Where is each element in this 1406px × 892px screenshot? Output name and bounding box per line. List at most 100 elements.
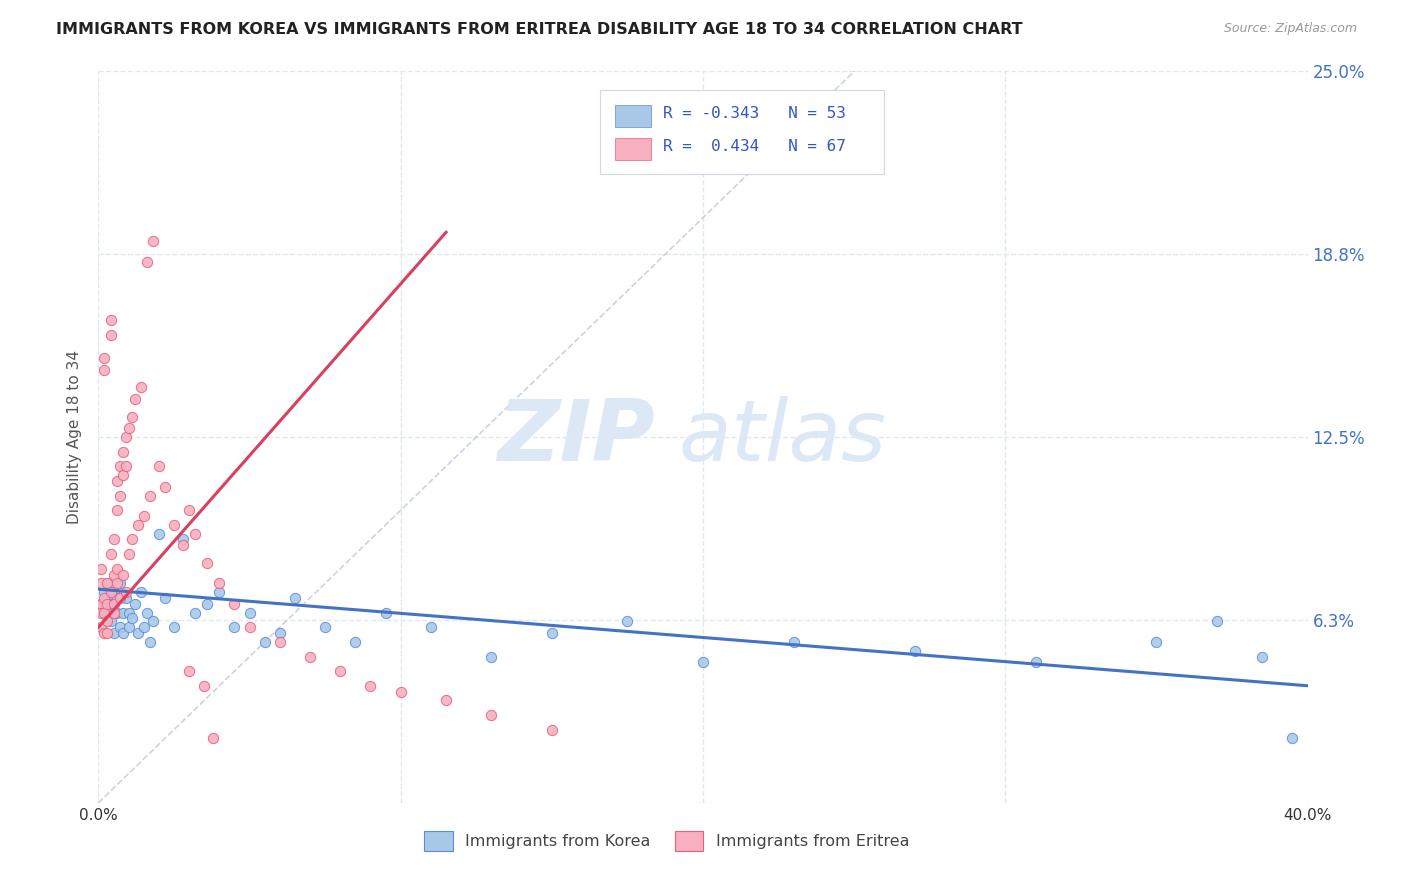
Point — [90, 597, 112, 611]
Point — [481, 708, 503, 723]
Point — [239, 606, 262, 620]
Point — [360, 679, 382, 693]
Point — [118, 606, 141, 620]
Point — [153, 480, 176, 494]
Point — [389, 684, 412, 698]
Text: R = -0.343   N = 53: R = -0.343 N = 53 — [664, 106, 846, 121]
Point — [179, 664, 201, 678]
Point — [124, 597, 146, 611]
Point — [105, 562, 128, 576]
Point — [269, 626, 291, 640]
Point — [108, 620, 131, 634]
Point — [111, 626, 134, 640]
Point — [184, 526, 207, 541]
Point — [96, 626, 118, 640]
Point — [179, 503, 201, 517]
Point — [100, 597, 122, 611]
Point — [96, 597, 118, 611]
Point — [540, 723, 562, 737]
Point — [108, 489, 131, 503]
Text: R =  0.434   N = 67: R = 0.434 N = 67 — [664, 139, 846, 154]
Point — [1281, 731, 1303, 746]
Point — [172, 538, 194, 552]
Point — [193, 679, 215, 693]
Point — [118, 421, 141, 435]
Point — [93, 606, 115, 620]
Point — [90, 597, 112, 611]
Point — [121, 533, 143, 547]
Point — [172, 533, 194, 547]
Point — [163, 517, 186, 532]
Point — [434, 693, 457, 707]
Point — [103, 533, 125, 547]
Point — [90, 606, 112, 620]
Point — [100, 313, 122, 327]
Point — [139, 489, 162, 503]
Point — [100, 547, 122, 561]
Point — [90, 576, 112, 591]
Point — [100, 327, 122, 342]
Point — [374, 606, 396, 620]
Point — [481, 649, 503, 664]
Point — [114, 459, 136, 474]
Point — [103, 597, 125, 611]
Point — [93, 606, 115, 620]
Point — [108, 591, 131, 605]
Point — [540, 626, 562, 640]
Point — [118, 547, 141, 561]
Point — [103, 585, 125, 599]
Point — [105, 576, 128, 591]
Point — [118, 620, 141, 634]
Point — [93, 591, 115, 605]
Point — [90, 620, 112, 634]
Point — [148, 526, 170, 541]
Point — [103, 567, 125, 582]
Point — [121, 409, 143, 424]
Point — [132, 509, 155, 524]
Point — [1024, 656, 1046, 670]
Point — [108, 459, 131, 474]
Point — [100, 615, 122, 629]
Point — [96, 591, 118, 605]
Point — [103, 606, 125, 620]
Point — [163, 620, 186, 634]
Point — [616, 615, 638, 629]
Point — [121, 611, 143, 625]
Point — [284, 591, 307, 605]
Point — [111, 567, 134, 582]
Point — [208, 576, 231, 591]
Point — [135, 254, 157, 268]
Point — [195, 597, 218, 611]
Point — [96, 615, 118, 629]
Point — [127, 626, 149, 640]
Point — [111, 444, 134, 458]
Point — [127, 517, 149, 532]
Point — [103, 626, 125, 640]
Point — [114, 430, 136, 444]
Text: IMMIGRANTS FROM KOREA VS IMMIGRANTS FROM ERITREA DISABILITY AGE 18 TO 34 CORRELA: IMMIGRANTS FROM KOREA VS IMMIGRANTS FROM… — [56, 22, 1024, 37]
Point — [129, 585, 152, 599]
Point — [153, 591, 176, 605]
FancyBboxPatch shape — [614, 105, 651, 127]
Point — [111, 606, 134, 620]
Point — [96, 576, 118, 591]
Point — [148, 459, 170, 474]
Point — [105, 474, 128, 488]
Point — [344, 635, 367, 649]
Point — [135, 606, 157, 620]
Point — [93, 585, 115, 599]
Point — [90, 562, 112, 576]
Point — [114, 585, 136, 599]
Point — [93, 363, 115, 377]
Text: Source: ZipAtlas.com: Source: ZipAtlas.com — [1223, 22, 1357, 36]
Point — [904, 643, 927, 657]
FancyBboxPatch shape — [600, 90, 884, 174]
Point — [93, 351, 115, 365]
Point — [142, 234, 165, 248]
Legend: Immigrants from Korea, Immigrants from Eritrea: Immigrants from Korea, Immigrants from E… — [418, 825, 917, 857]
Point — [105, 503, 128, 517]
Point — [329, 664, 352, 678]
Point — [139, 635, 162, 649]
Point — [195, 556, 218, 570]
Point — [692, 656, 714, 670]
